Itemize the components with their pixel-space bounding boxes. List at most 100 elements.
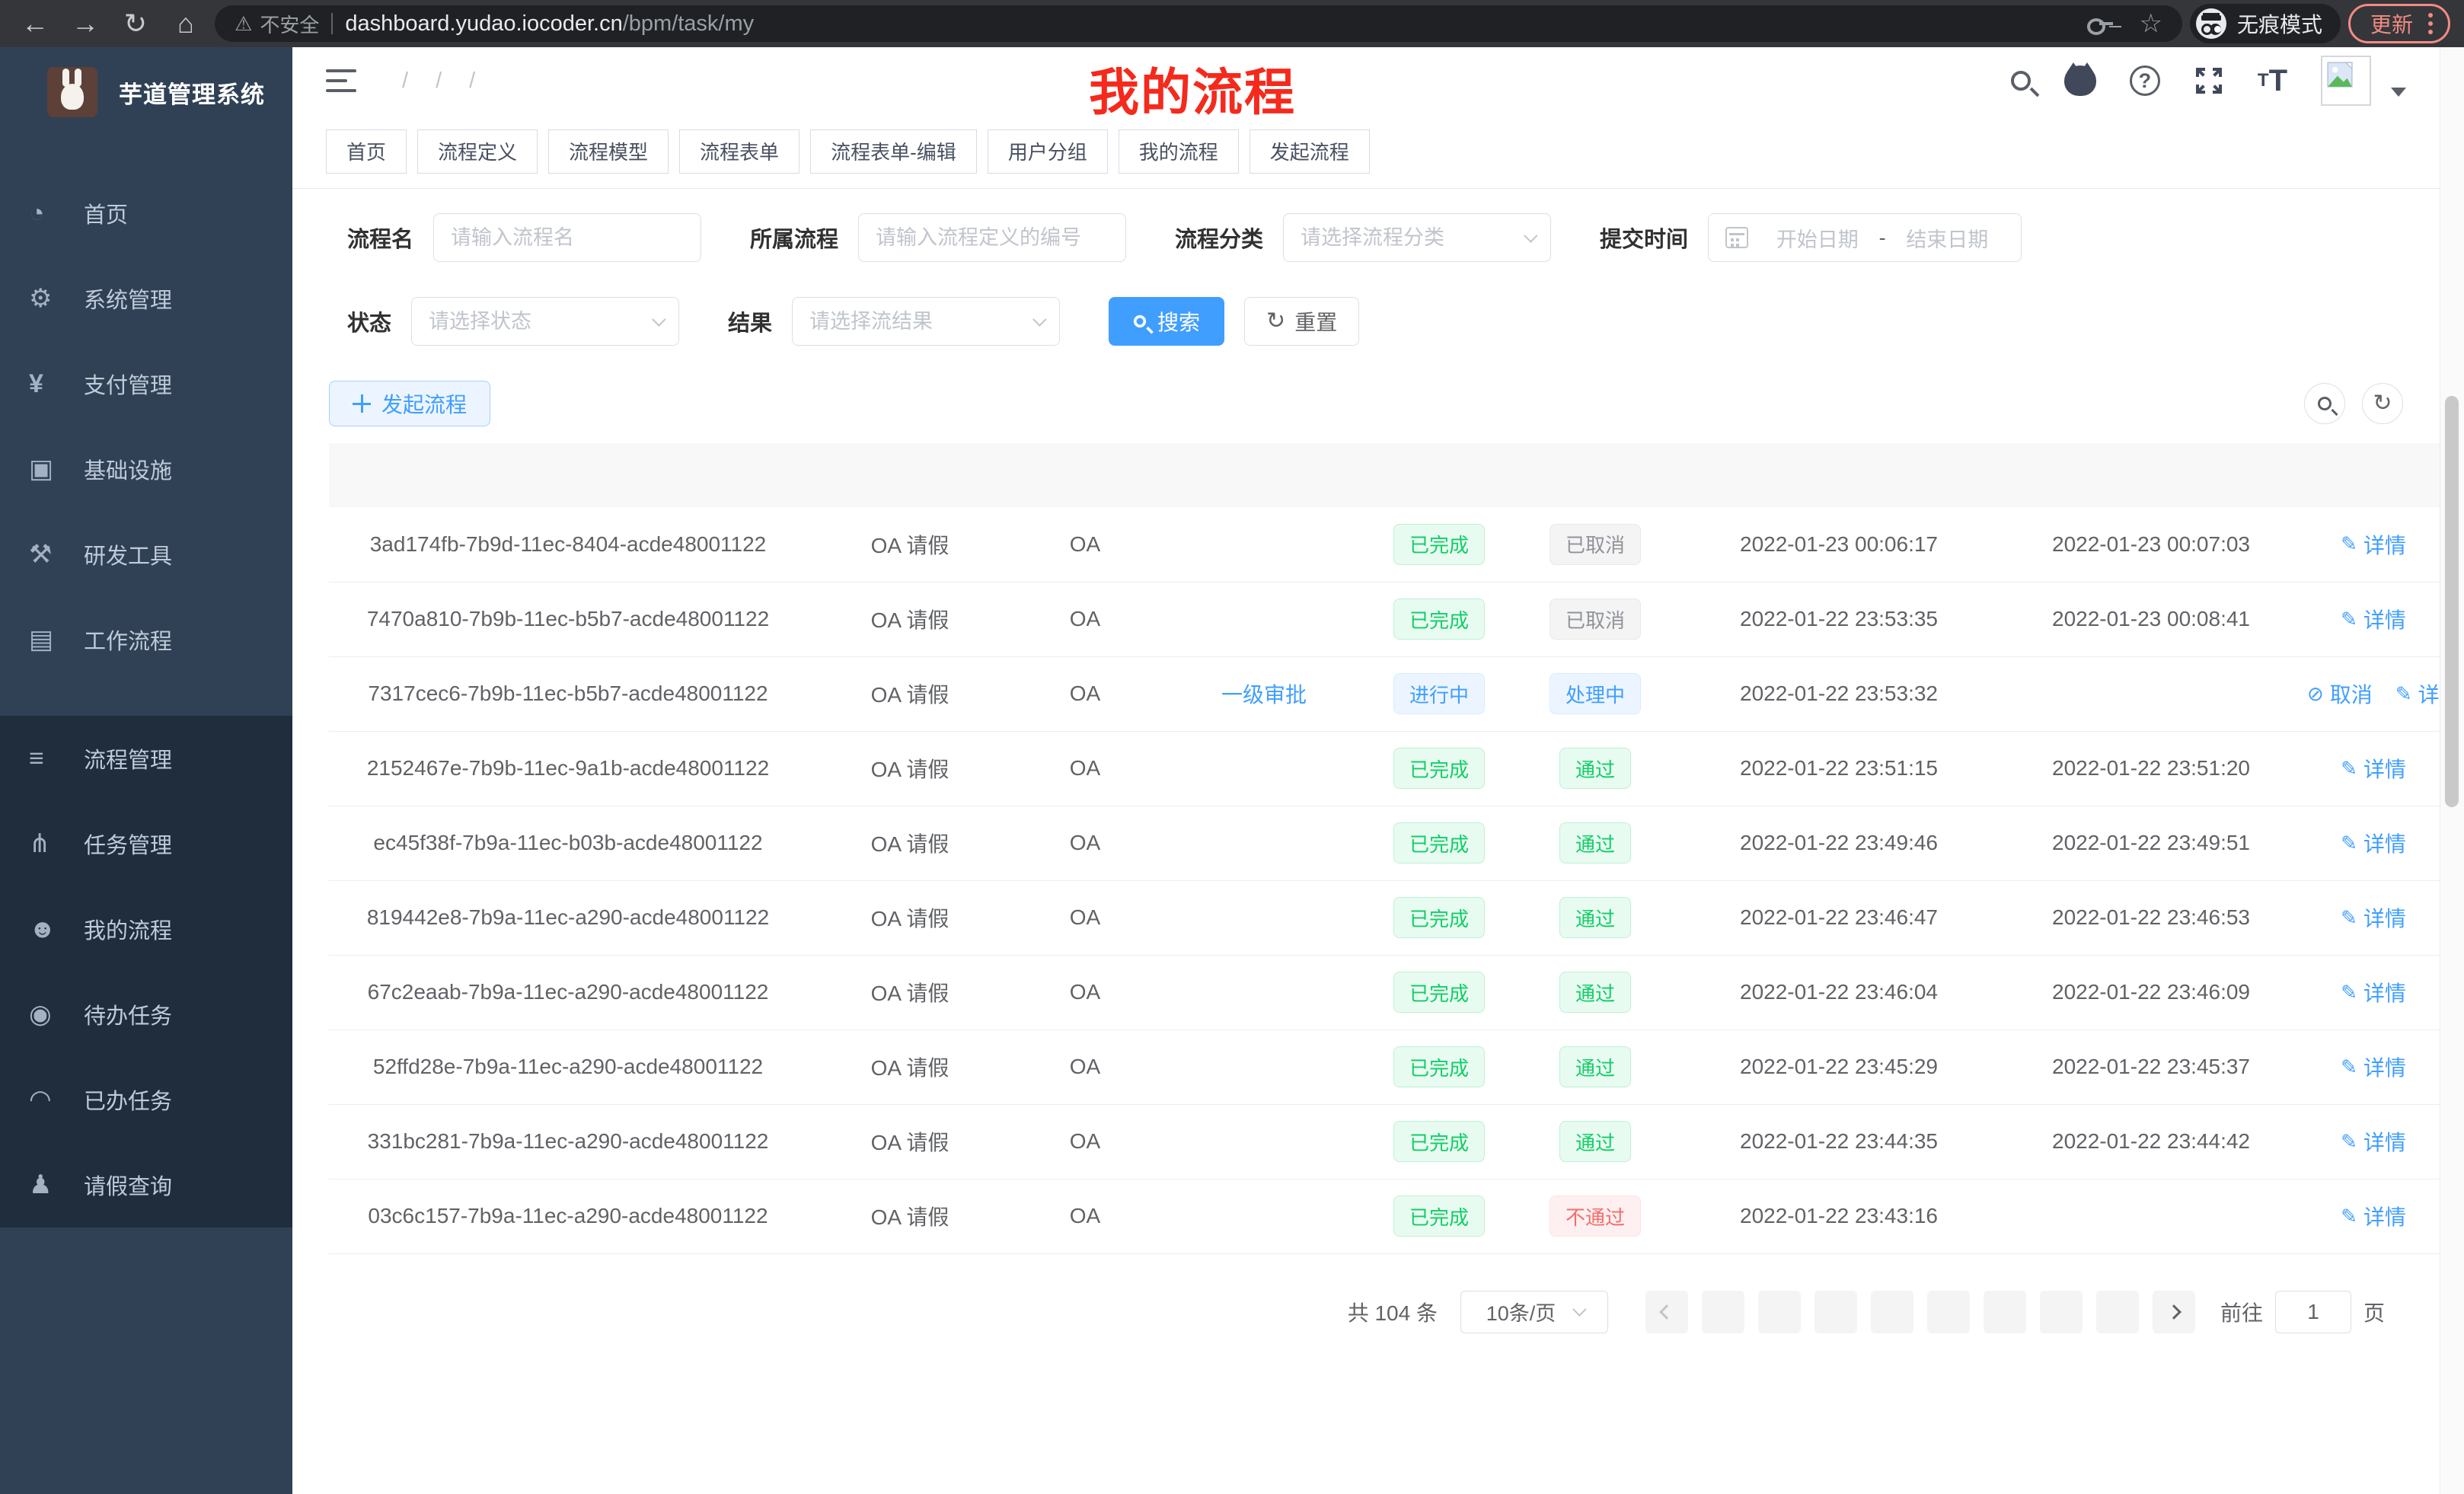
page-number-button[interactable]	[1814, 1290, 1857, 1333]
sidebar-menu-item[interactable]: 首页	[0, 171, 292, 256]
next-page-button[interactable]	[2152, 1290, 2195, 1333]
page-number-button[interactable]	[1870, 1290, 1913, 1333]
sidebar-submenu-item[interactable]: 流程管理	[0, 716, 292, 801]
search-icon[interactable]	[2010, 71, 2031, 91]
row-action-link[interactable]: 详情	[2341, 604, 2406, 634]
menu-item-label: 支付管理	[84, 374, 173, 398]
eye-icon	[29, 999, 65, 1030]
row-action-link[interactable]: 详情	[2341, 828, 2406, 858]
process-table: 3ad174fb-7b9d-11ec-8404-acde48001122 OA …	[329, 443, 2440, 1254]
result-badge: 已取消	[1549, 523, 1641, 565]
scrollbar-track[interactable]	[2440, 47, 2464, 1494]
row-action-link[interactable]: 详情	[2341, 1052, 2406, 1082]
status-input[interactable]	[429, 309, 646, 334]
table-row: 52ffd28e-7b9a-11ec-a290-acde48001122 OA …	[329, 1030, 2440, 1105]
range-end-placeholder[interactable]: 结束日期	[1906, 228, 1989, 251]
view-tab[interactable]: 发起流程	[1249, 129, 1370, 174]
page-number-button[interactable]	[1926, 1290, 1970, 1333]
status-select[interactable]	[411, 297, 680, 346]
process-definition-input[interactable]	[876, 225, 1109, 250]
process-category-select[interactable]	[1283, 213, 1552, 262]
avatar-caret-icon[interactable]	[2391, 88, 2406, 97]
back-icon[interactable]: ←	[21, 8, 49, 39]
launch-process-button[interactable]: 发起流程	[329, 381, 491, 426]
row-action-link[interactable]: 详情	[2395, 678, 2440, 709]
view-tab[interactable]: 流程定义	[417, 129, 538, 174]
table-search-toggle-button[interactable]	[2304, 383, 2345, 424]
range-start-placeholder[interactable]: 开始日期	[1776, 228, 1859, 251]
row-action-link[interactable]: 详情	[2341, 529, 2406, 560]
page-number-button[interactable]	[2095, 1290, 2139, 1333]
submit-time-range-picker[interactable]: 开始日期 - 结束日期	[1708, 213, 2022, 262]
key-icon[interactable]	[2087, 18, 2114, 35]
search-button[interactable]: 搜索	[1109, 297, 1225, 346]
sidebar-submenu-item[interactable]: 待办任务	[0, 972, 292, 1057]
page-number-button[interactable]	[1757, 1290, 1801, 1333]
reload-icon[interactable]: ↻	[123, 8, 148, 39]
page-size-select[interactable]: 10条/页	[1460, 1290, 1608, 1333]
menu-item-label: 已办任务	[84, 1090, 173, 1114]
user-icon	[29, 1170, 65, 1200]
edit-icon	[2341, 757, 2357, 781]
result-select[interactable]	[792, 297, 1061, 346]
cell-process-name: OA 请假	[807, 507, 1013, 583]
avatar[interactable]	[2321, 56, 2371, 106]
github-icon[interactable]	[2063, 62, 2096, 96]
reset-button[interactable]: ↻ 重置	[1244, 297, 1360, 346]
prev-page-button[interactable]	[1645, 1290, 1688, 1333]
current-task-link[interactable]: 一级审批	[1221, 683, 1307, 707]
view-tab[interactable]: 流程模型	[548, 129, 669, 174]
sidebar-menu-item[interactable]: 基础设施	[0, 426, 292, 512]
view-tab[interactable]: 流程表单-编辑	[810, 129, 977, 174]
row-action-link[interactable]: 详情	[2341, 1201, 2406, 1231]
cell-submit-time: 2022-01-23 00:06:17	[1683, 507, 1995, 583]
sidebar-menu-item[interactable]: 工作流程	[0, 597, 292, 682]
result-input[interactable]	[809, 309, 1027, 334]
table-refresh-button[interactable]: ↻	[2362, 383, 2403, 424]
browser-update-button[interactable]: 更新	[2348, 4, 2450, 43]
address-bar[interactable]: ⚠ 不安全 dashboard.yudao.iocoder.cn/bpm/tas…	[215, 5, 2182, 42]
sidebar-collapse-icon[interactable]	[326, 69, 356, 92]
help-icon[interactable]: ?	[2129, 65, 2160, 96]
row-action-link[interactable]: 详情	[2341, 977, 2406, 1007]
home-icon[interactable]: ⌂	[177, 8, 194, 39]
row-action-link[interactable]: 详情	[2341, 902, 2406, 933]
yen-icon	[29, 369, 65, 399]
page-number-button[interactable]	[1701, 1290, 1744, 1333]
view-tab[interactable]: 我的流程	[1118, 129, 1239, 174]
cell-end-time: 2022-01-23 00:08:41	[1995, 582, 2307, 657]
view-tab[interactable]: 用户分组	[987, 129, 1108, 174]
sidebar-menu-item[interactable]: 研发工具	[0, 512, 292, 597]
app-logo-row[interactable]: 芋道管理系统	[0, 47, 292, 137]
browser-menu-icon[interactable]	[2428, 13, 2433, 34]
sidebar-menu-item[interactable]: 支付管理	[0, 341, 292, 426]
row-action-link[interactable]: 详情	[2341, 1126, 2406, 1157]
row-action-link[interactable]: 取消	[2307, 678, 2373, 709]
page-number-button[interactable]	[2039, 1290, 2083, 1333]
forward-icon[interactable]: →	[72, 8, 99, 39]
table-header	[329, 443, 2440, 507]
breadcrumb-item[interactable]	[455, 69, 489, 94]
breadcrumb-item[interactable]	[388, 69, 422, 94]
sidebar-submenu-item[interactable]: 我的流程	[0, 886, 292, 972]
bookmark-star-icon[interactable]: ☆	[2139, 9, 2162, 38]
column-header	[2307, 443, 2440, 507]
row-action-link[interactable]: 详情	[2341, 753, 2406, 784]
sidebar-submenu-item[interactable]: 任务管理	[0, 801, 292, 886]
view-tab[interactable]: 首页	[326, 129, 407, 174]
scrollbar-thumb[interactable]	[2445, 396, 2459, 807]
sidebar-submenu-item[interactable]: 请假查询	[0, 1142, 292, 1227]
security-chip[interactable]: ⚠ 不安全	[235, 10, 319, 38]
dashboard-icon	[29, 199, 65, 228]
process-category-input[interactable]	[1301, 225, 1518, 250]
breadcrumb-item[interactable]	[422, 69, 455, 94]
goto-page-input[interactable]	[2274, 1290, 2351, 1333]
view-tab[interactable]: 流程表单	[679, 129, 800, 174]
page-number-button[interactable]	[1983, 1290, 2026, 1333]
process-name-input[interactable]	[451, 225, 685, 250]
cell-submit-time: 2022-01-22 23:46:04	[1683, 955, 1995, 1030]
fullscreen-icon[interactable]	[2194, 65, 2224, 96]
sidebar-submenu-item[interactable]: 已办任务	[0, 1057, 292, 1142]
sidebar-menu-item[interactable]: 系统管理	[0, 256, 292, 341]
